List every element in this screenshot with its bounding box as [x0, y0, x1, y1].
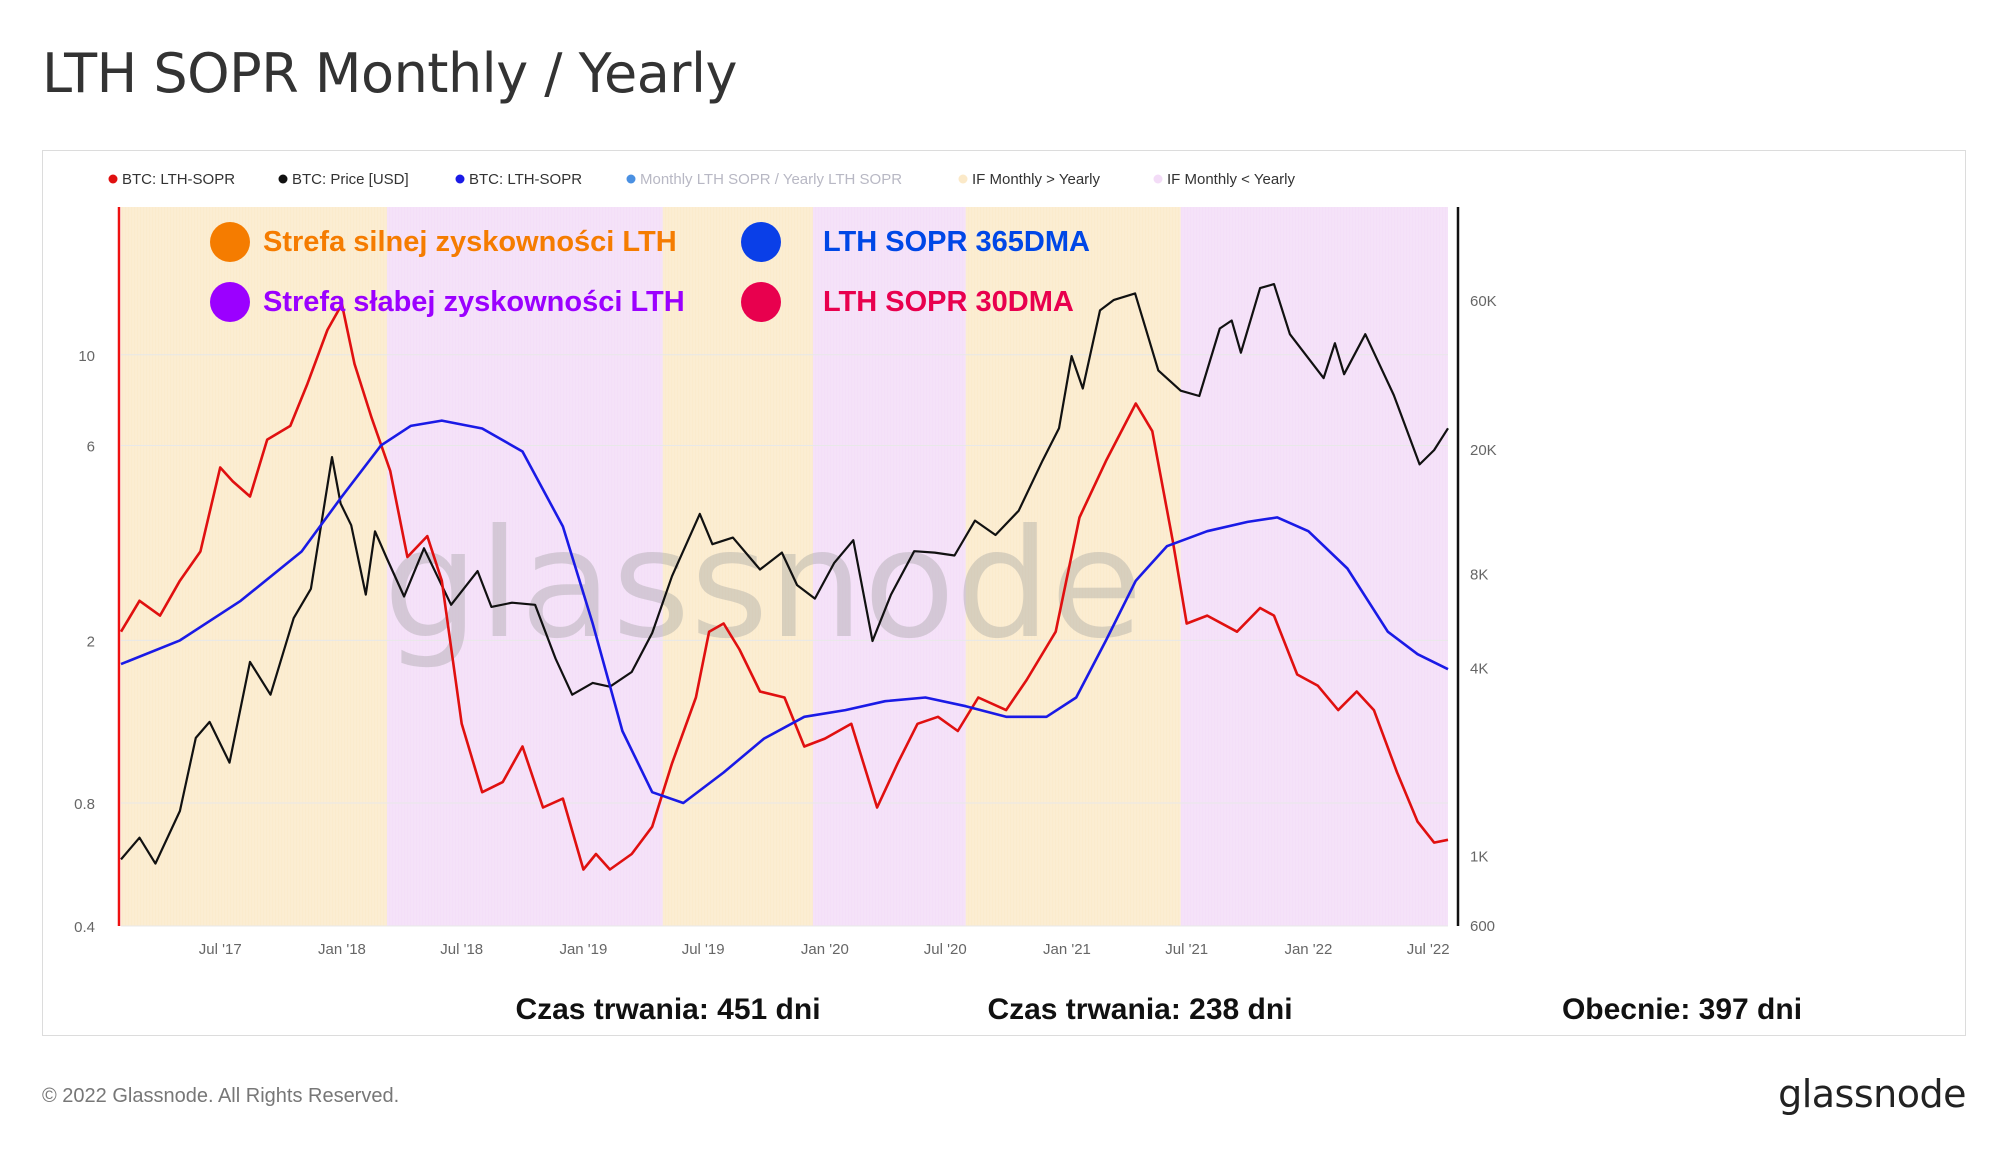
legend-item: Monthly LTH SOPR / Yearly LTH SOPR — [626, 171, 902, 188]
watermark: glassnode — [383, 498, 1142, 672]
legend-label: BTC: LTH-SOPR — [122, 171, 235, 188]
x-tick-label: Jul '18 — [440, 941, 483, 958]
legend-label: BTC: LTH-SOPR — [469, 171, 582, 188]
y-left-tick-label: 2 — [87, 633, 95, 650]
legend-item: BTC: Price [USD] — [278, 171, 409, 188]
y-left-tick-label: 0.8 — [74, 796, 95, 813]
y-right-tick-label: 60K — [1470, 293, 1497, 310]
legend-dot — [626, 174, 636, 184]
chart-svg: glassnode 10 6 2 0.8 0.4 60K 20K 8K 4K 1K 600 Jul '1… — [74, 171, 1802, 1026]
y-right-tick-label: 20K — [1470, 442, 1497, 459]
x-tick-label: Jul '19 — [682, 941, 725, 958]
x-tick-label: Jul '17 — [199, 941, 242, 958]
y-right-tick-label: 4K — [1470, 661, 1488, 678]
duration-label: Czas trwania: 238 dni — [987, 993, 1292, 1026]
y-left-tick-label: 0.4 — [74, 919, 95, 936]
legend-dot — [1153, 174, 1163, 184]
page-title: LTH SOPR Monthly / Yearly — [42, 42, 737, 105]
legend-label: BTC: Price [USD] — [292, 171, 409, 188]
glassnode-logo: glassnode — [1778, 1072, 1966, 1116]
zone-dot — [210, 222, 250, 262]
x-tick-label: Jan '19 — [559, 941, 607, 958]
series-lines — [119, 283, 1449, 871]
line-annotation: LTH SOPR 365DMA — [741, 222, 1090, 262]
copyright-text: © 2022 Glassnode. All Rights Reserved. — [42, 1085, 400, 1107]
zone-annotation: Strefa silnej zyskowności LTH — [210, 222, 677, 262]
series-line-price — [120, 283, 1449, 865]
zone-label: Strefa silnej zyskowności LTH — [263, 226, 677, 258]
line-annotation: LTH SOPR 30DMA — [741, 282, 1074, 322]
x-tick-label: Jan '18 — [318, 941, 366, 958]
legend-dot — [278, 174, 288, 184]
regime-stripes — [120, 207, 1448, 926]
chart-frame: glassnode 10 6 2 0.8 0.4 60K 20K 8K 4K 1K 600 Jul '1… — [42, 150, 1966, 1036]
x-tick-label: Jan '20 — [801, 941, 849, 958]
y-left-tick-label: 6 — [87, 438, 95, 455]
regime-band — [1180, 207, 1448, 926]
legend-label: IF Monthly < Yearly — [1167, 171, 1295, 188]
x-tick-label: Jul '20 — [924, 941, 967, 958]
line-dot — [741, 282, 781, 322]
legend-dot — [958, 174, 968, 184]
y-right-tick-label: 8K — [1470, 566, 1488, 583]
y-right-tick-label: 600 — [1470, 918, 1495, 935]
x-tick-label: Jan '22 — [1284, 941, 1332, 958]
legend-item: IF Monthly > Yearly — [958, 171, 1100, 188]
series-line-30dma — [119, 302, 1449, 871]
duration-label: Obecnie: 397 dni — [1562, 993, 1802, 1026]
legend-dot — [455, 174, 465, 184]
regime-band — [812, 207, 966, 926]
line-label: LTH SOPR 365DMA — [823, 226, 1090, 258]
line-label: LTH SOPR 30DMA — [823, 286, 1074, 318]
legend-item: BTC: LTH-SOPR — [108, 171, 235, 188]
zone-annotation: Strefa słabej zyskowności LTH — [210, 282, 685, 322]
gridlines — [121, 354, 1448, 927]
series-line-365dma — [120, 419, 1449, 805]
regime-band — [121, 207, 387, 926]
zone-dot — [210, 282, 250, 322]
x-tick-label: Jan '21 — [1043, 941, 1091, 958]
legend-label: IF Monthly > Yearly — [972, 171, 1100, 188]
legend-item: BTC: LTH-SOPR — [455, 171, 582, 188]
x-tick-label: Jul '22 — [1407, 941, 1450, 958]
regime-backgrounds — [121, 207, 1448, 926]
legend-item: IF Monthly < Yearly — [1153, 171, 1295, 188]
y-left-tick-label: 10 — [78, 348, 95, 365]
duration-label: Czas trwania: 451 dni — [515, 993, 820, 1026]
line-dot — [741, 222, 781, 262]
x-tick-label: Jul '21 — [1165, 941, 1208, 958]
legend-dot — [108, 174, 118, 184]
legend-label: Monthly LTH SOPR / Yearly LTH SOPR — [640, 171, 902, 188]
zone-label: Strefa słabej zyskowności LTH — [263, 286, 685, 318]
y-right-tick-label: 1K — [1470, 849, 1488, 866]
